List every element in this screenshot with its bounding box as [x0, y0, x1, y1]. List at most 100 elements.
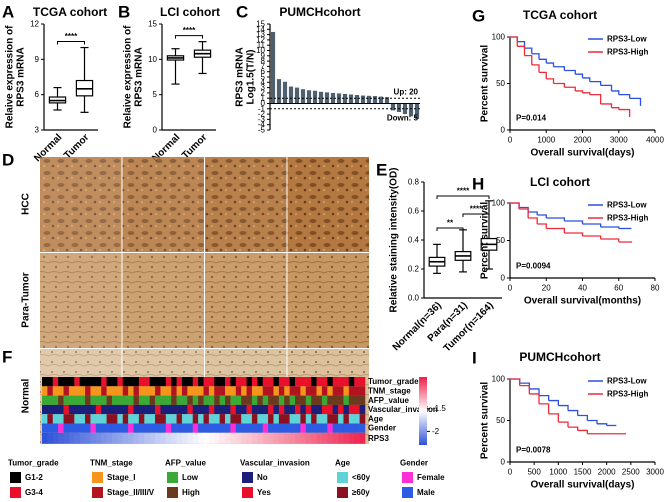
y-axis-label: Percent survival — [480, 45, 491, 122]
histology-image — [205, 253, 287, 348]
heatmap-cell — [52, 377, 59, 387]
heatmap-cell — [138, 414, 145, 424]
survival-step — [510, 36, 518, 47]
heatmap-cell — [106, 414, 113, 424]
heatmap-cell — [47, 386, 54, 396]
panel-letter: C — [236, 3, 248, 22]
heatmap-cell — [122, 432, 129, 444]
heatmap-cell — [273, 377, 280, 387]
heatmap-cell — [262, 395, 269, 405]
heatmap-cell — [225, 423, 231, 433]
survival-step — [539, 394, 550, 401]
survival-start — [509, 378, 511, 380]
heatmap-cell — [42, 386, 48, 396]
legend-swatch — [402, 487, 413, 498]
p-value: P=0.0094 — [516, 262, 551, 271]
heatmap-cell — [133, 423, 140, 433]
bar — [372, 96, 378, 104]
heatmap-cell — [241, 432, 247, 444]
y-tick-label: 0 — [501, 274, 506, 283]
heatmap-cell — [95, 414, 102, 424]
heatmap-cell — [106, 404, 113, 415]
heatmap-cell — [305, 377, 312, 387]
heatmap-cell — [214, 414, 220, 424]
heatmap-cell — [230, 377, 237, 387]
heatmap-cell — [311, 395, 317, 405]
heatmap-cell — [101, 404, 107, 415]
heatmap-cell — [203, 432, 210, 444]
survival-step — [582, 77, 591, 82]
survival-step — [546, 217, 566, 221]
heatmap-cell — [230, 432, 237, 444]
heatmap-cell — [273, 414, 280, 424]
heatmap-cell — [359, 414, 366, 424]
row-label: AFP_value — [368, 396, 409, 405]
y-tick-label: 100 — [492, 199, 506, 208]
heatmap-cell — [149, 432, 156, 444]
legend-title: TNM_stage — [90, 459, 133, 468]
heatmap-cell — [305, 432, 312, 444]
heatmap-cell — [176, 423, 183, 433]
legend-label: No — [257, 473, 268, 482]
heatmap-cell — [187, 404, 194, 415]
heatmap-cell — [208, 414, 215, 424]
heatmap-cell — [47, 414, 54, 424]
legend-swatch — [167, 472, 178, 483]
heatmap-cell — [295, 423, 301, 433]
survival-step — [510, 36, 518, 42]
heatmap-cell — [171, 423, 177, 433]
heatmap-cell — [198, 423, 204, 433]
heatmap-cell — [214, 386, 220, 396]
survival-step — [519, 384, 530, 394]
panel-letter: G — [472, 7, 485, 26]
heatmap-cell — [289, 432, 296, 444]
heatmap-cell — [251, 432, 258, 444]
heatmap-cell — [160, 432, 167, 444]
heatmap-cell — [52, 414, 59, 424]
row-label: Vascular_invasion — [368, 405, 438, 414]
survival-step — [528, 217, 538, 224]
heatmap-cell — [354, 432, 360, 444]
x-tick-label: 80 — [651, 284, 660, 293]
heatmap-cell — [155, 404, 161, 415]
y-tick-label: 0.6 — [408, 207, 420, 216]
x-tick-label: 20 — [542, 284, 551, 293]
heatmap-cell — [354, 395, 360, 405]
significance-bracket — [175, 35, 203, 39]
heatmap-cell — [268, 432, 274, 444]
bar — [306, 90, 312, 104]
bar — [408, 103, 414, 117]
heatmap-cell — [198, 377, 204, 387]
heatmap-cell — [321, 423, 328, 433]
heatmap-cell — [58, 414, 64, 424]
heatmap-cell — [79, 432, 86, 444]
heatmap-cell — [321, 404, 328, 415]
heatmap-cell — [305, 386, 312, 396]
heatmap-cell — [192, 386, 199, 396]
heatmap-cell — [208, 423, 215, 433]
survival-step — [531, 53, 540, 60]
heatmap-cell — [117, 414, 124, 424]
heatmap-cell — [58, 404, 64, 415]
heatmap-cell — [203, 386, 210, 396]
heatmap-cell — [235, 377, 242, 387]
heatmap-cell — [289, 386, 296, 396]
heatmap-cell — [225, 432, 231, 444]
heatmap-cell — [208, 377, 215, 387]
heatmap-cell — [52, 386, 59, 396]
survival-step — [597, 423, 608, 426]
heatmap-cell — [316, 377, 323, 387]
heatmap-cell — [241, 395, 247, 405]
heatmap-cell — [348, 386, 355, 396]
heatmap-cell — [230, 386, 237, 396]
survival-step — [519, 206, 529, 212]
heatmap-cell — [85, 432, 91, 444]
bar — [342, 93, 348, 104]
heatmap-cell — [295, 404, 301, 415]
survival-step — [528, 211, 538, 215]
legend-swatch — [242, 487, 253, 498]
heatmap-cell — [251, 377, 258, 387]
heatmap-cell — [187, 423, 194, 433]
heatmap-cell — [311, 377, 317, 387]
heatmap-cell — [133, 432, 140, 444]
